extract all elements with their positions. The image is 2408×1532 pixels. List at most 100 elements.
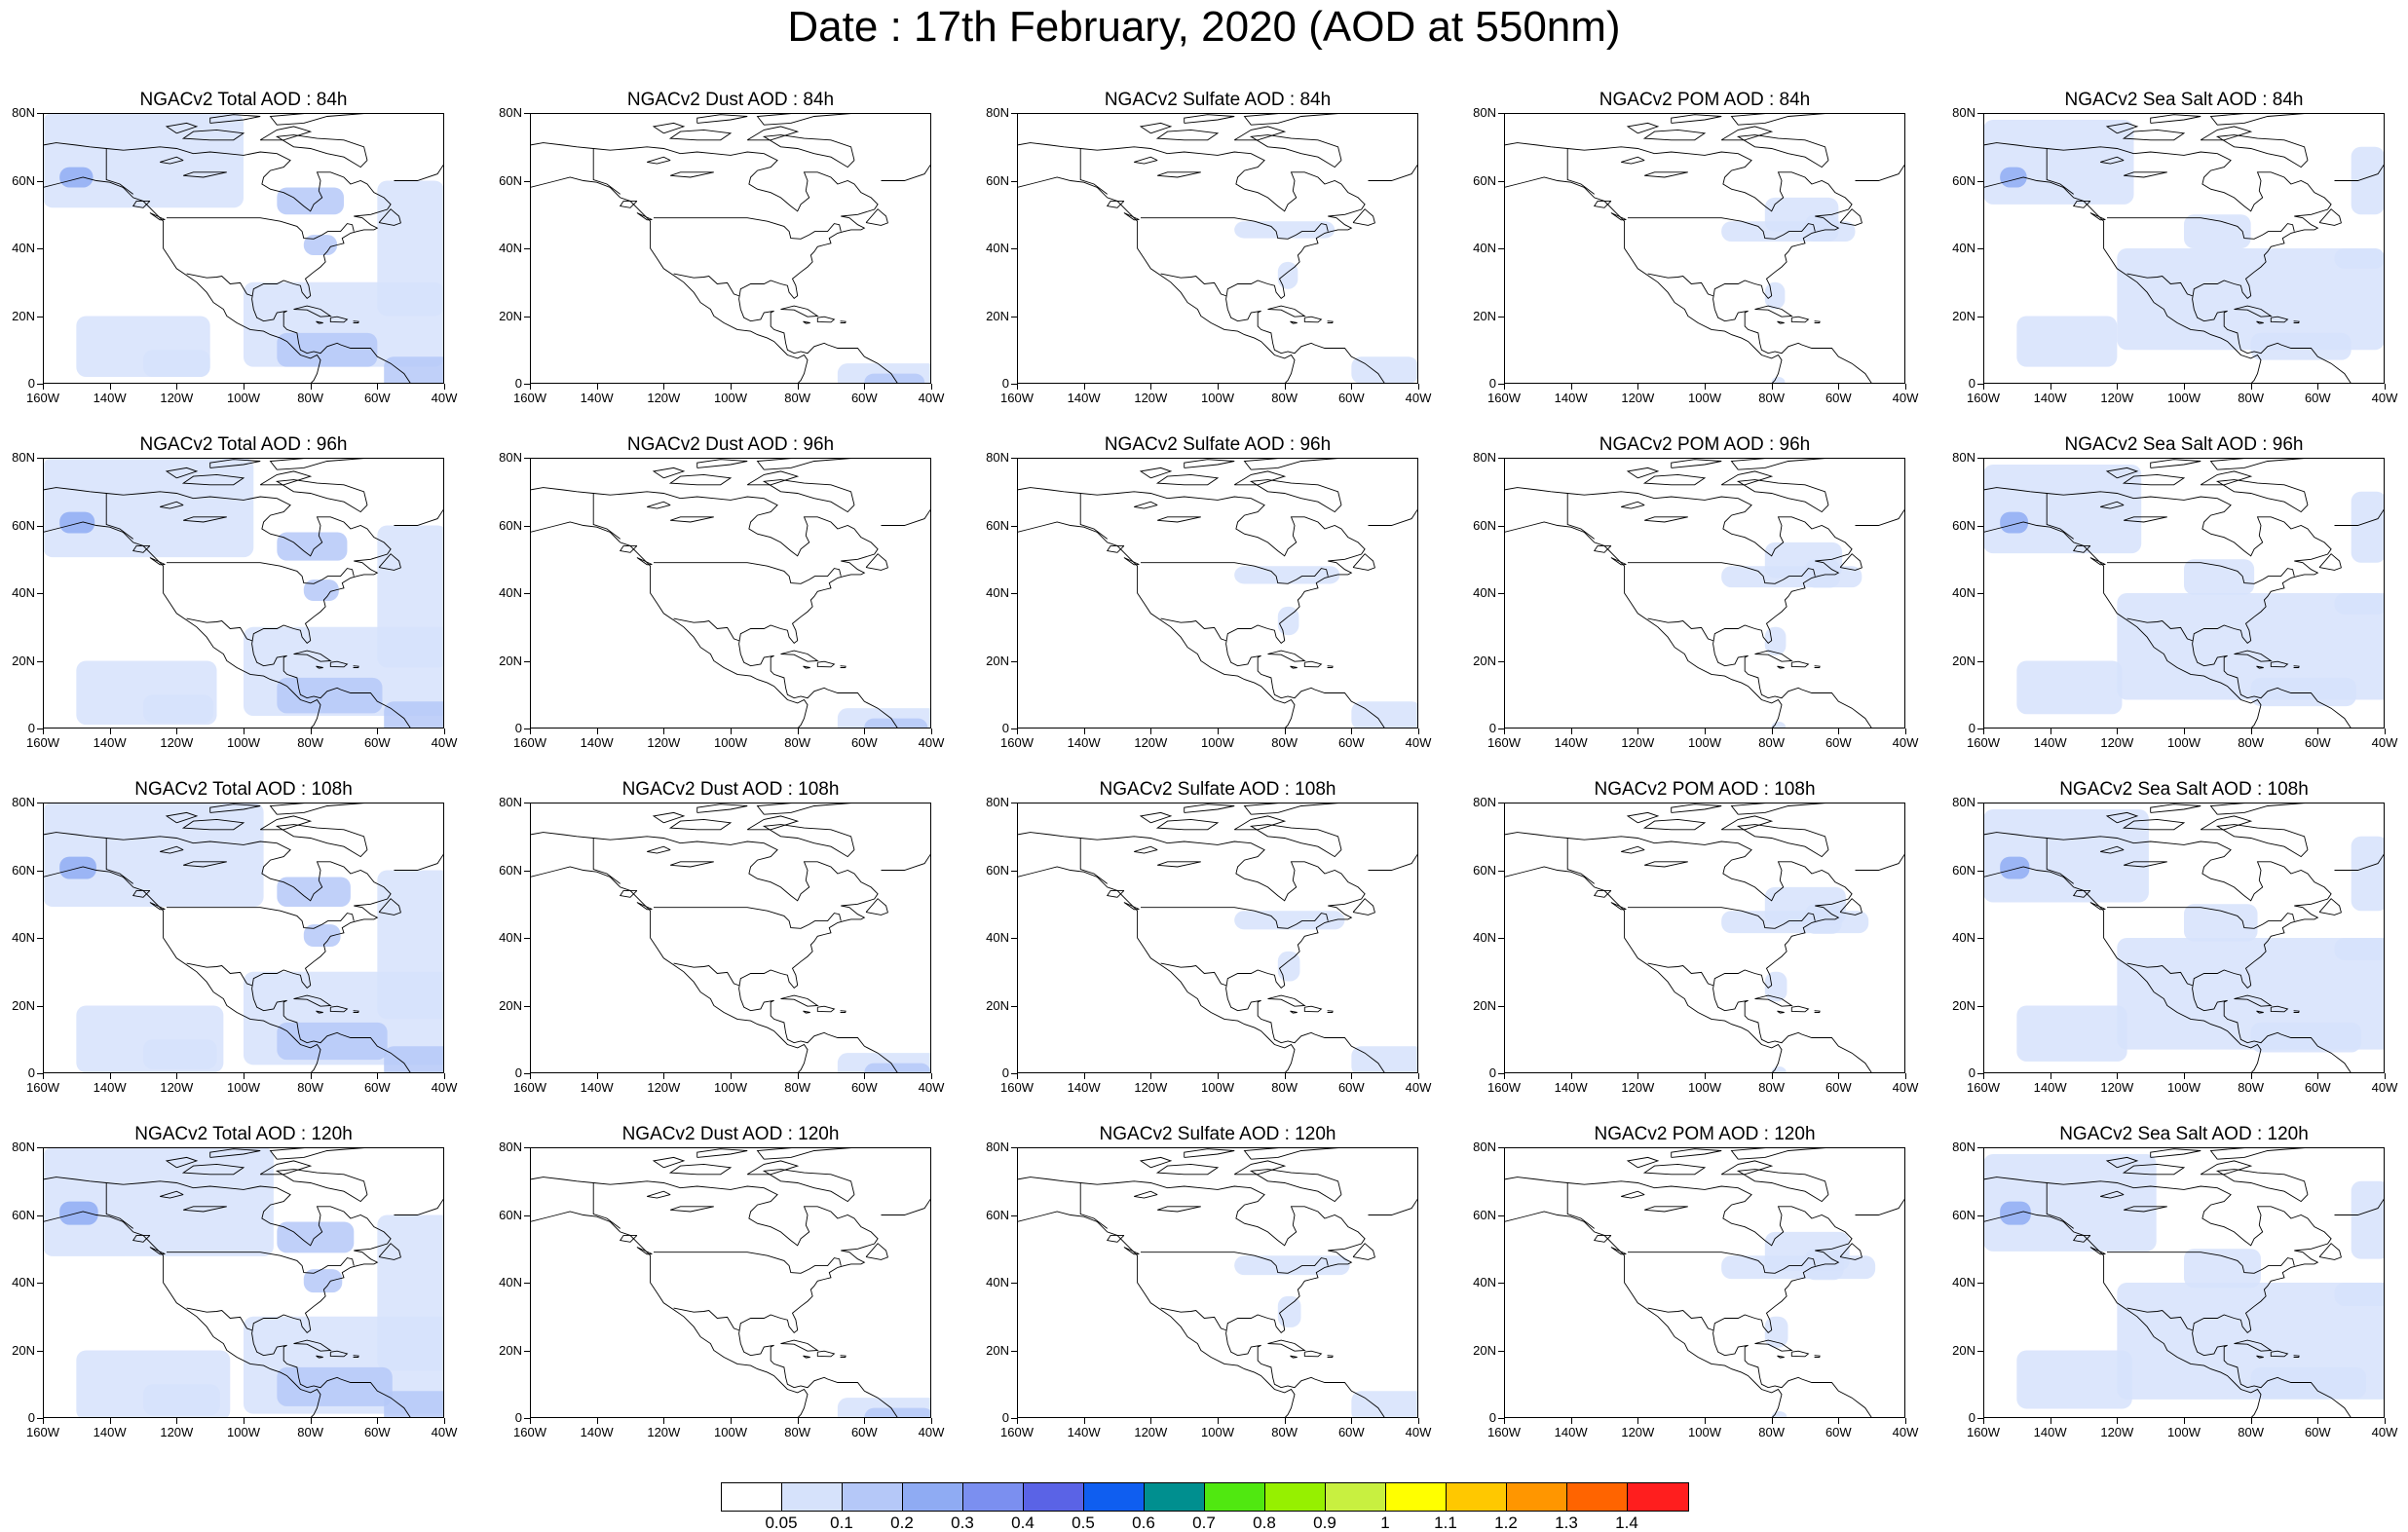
coastline	[1267, 1339, 1306, 1352]
coastline	[1184, 114, 1235, 124]
coastline	[1160, 617, 1227, 642]
lat-tick-mark	[37, 458, 43, 459]
coastline	[619, 889, 638, 898]
coastline	[2318, 898, 2342, 915]
lat-tick-label: 80N	[499, 795, 522, 809]
lon-tick-label: 60W	[2304, 1425, 2331, 1439]
coastline	[1566, 838, 1595, 884]
aod-field-svg	[1017, 113, 1418, 384]
aod-field-svg	[1983, 1147, 2385, 1418]
coastline	[746, 126, 800, 141]
lon-tick-label: 160W	[1000, 1425, 1034, 1439]
lon-tick-mark	[931, 1418, 932, 1424]
lon-tick-mark	[2385, 729, 2386, 734]
lon-tick-label: 120W	[1621, 1080, 1655, 1095]
coastline	[2215, 824, 2309, 858]
coastline	[2124, 861, 2167, 868]
lon-tick-mark	[1351, 729, 1353, 734]
lon-tick-label: 100W	[227, 735, 260, 750]
coastline	[259, 126, 313, 141]
lon-tick-label: 80W	[2238, 1425, 2265, 1439]
coastline	[673, 617, 740, 642]
lon-tick-label: 100W	[1688, 1425, 1721, 1439]
lat-tick-label: 40N	[1473, 241, 1496, 255]
lat-tick-label: 20N	[1473, 1342, 1496, 1358]
aod-region	[864, 718, 928, 729]
colorbar-swatch	[843, 1483, 903, 1511]
coastline	[1160, 962, 1227, 987]
coastline	[394, 1197, 444, 1215]
coastline	[1855, 852, 1905, 871]
lon-tick-label: 40W	[918, 391, 945, 405]
aod-map	[1504, 803, 1905, 1073]
coastline	[696, 114, 748, 124]
coastline	[746, 470, 800, 486]
coastline	[1157, 1206, 1201, 1213]
lat-tick-label: 20N	[1952, 997, 1975, 1013]
coastline	[43, 1211, 321, 1418]
lon-tick-label: 140W	[580, 735, 614, 750]
aod-region	[377, 870, 444, 1020]
lat-tick-mark	[524, 1418, 530, 1419]
lon-tick-label: 120W	[2100, 735, 2134, 750]
lon-tick-label: 80W	[297, 391, 324, 405]
lon-tick-mark	[444, 729, 445, 734]
lat-tick-label: 60N	[12, 862, 35, 878]
coastline	[636, 212, 653, 221]
coastline	[1141, 217, 1329, 240]
lon-tick-mark	[1218, 729, 1219, 734]
coastline	[2256, 1010, 2264, 1014]
colorbar-swatch	[1205, 1483, 1265, 1511]
lat-tick-label: 80N	[1473, 795, 1496, 809]
lat-tick-label: 40N	[12, 1275, 35, 1289]
coastline	[2072, 544, 2091, 553]
lon-tick-mark	[1418, 729, 1419, 734]
coastline	[1303, 316, 1323, 323]
lat-tick-mark	[1498, 458, 1504, 459]
panel-title: NGACv2 Total AOD : 96h	[139, 434, 348, 455]
coastline	[2293, 665, 2300, 668]
coastline	[209, 114, 261, 124]
coastline	[2256, 320, 2264, 324]
lat-tick-mark	[1977, 525, 1983, 527]
aod-field-svg	[1983, 803, 2385, 1073]
lon-tick-mark	[663, 1073, 665, 1079]
coastline	[1017, 487, 1386, 729]
lon-tick-mark	[1218, 384, 1219, 390]
lat-tick-mark	[1977, 1214, 1983, 1216]
lat-tick-mark	[524, 384, 530, 385]
aod-region	[2016, 660, 2123, 715]
aod-region	[1771, 377, 1786, 384]
coastline	[2334, 852, 2385, 871]
lat-tick-mark	[37, 1147, 43, 1148]
lon-tick-mark	[244, 729, 245, 734]
lat-tick-mark	[37, 1073, 43, 1074]
lon-tick-label: 100W	[1688, 1080, 1721, 1095]
coastline	[2046, 148, 2074, 195]
coastline	[2234, 994, 2273, 1007]
lon-tick-mark	[1150, 384, 1152, 390]
lat-tick-mark	[1498, 660, 1504, 662]
lon-tick-mark	[1017, 729, 1018, 734]
coastline	[816, 1005, 836, 1013]
lat-tick-mark	[524, 1350, 530, 1352]
coastline	[1720, 126, 1774, 141]
lon-tick-mark	[731, 729, 732, 734]
coastline	[696, 803, 748, 813]
coastline	[2046, 493, 2074, 540]
lon-tick-mark	[864, 729, 866, 734]
lon-tick-mark	[1905, 384, 1906, 390]
lat-tick-mark	[37, 525, 43, 527]
map-panel: NGACv2 Dust AOD : 108h 80N 60N 40N 20N 0 160W 1…	[487, 779, 974, 1120]
aod-region	[384, 356, 444, 384]
aod-region	[2000, 167, 2027, 188]
aod-region	[1277, 261, 1298, 289]
aod-region	[277, 187, 344, 215]
aod-region	[2184, 904, 2258, 942]
coastline	[673, 273, 740, 297]
coastline	[275, 824, 368, 858]
lat-tick-label: 40N	[499, 1275, 522, 1289]
lon-tick-label: 60W	[2304, 1080, 2331, 1095]
coastline	[1139, 811, 1173, 824]
lon-tick-label: 140W	[93, 735, 127, 750]
